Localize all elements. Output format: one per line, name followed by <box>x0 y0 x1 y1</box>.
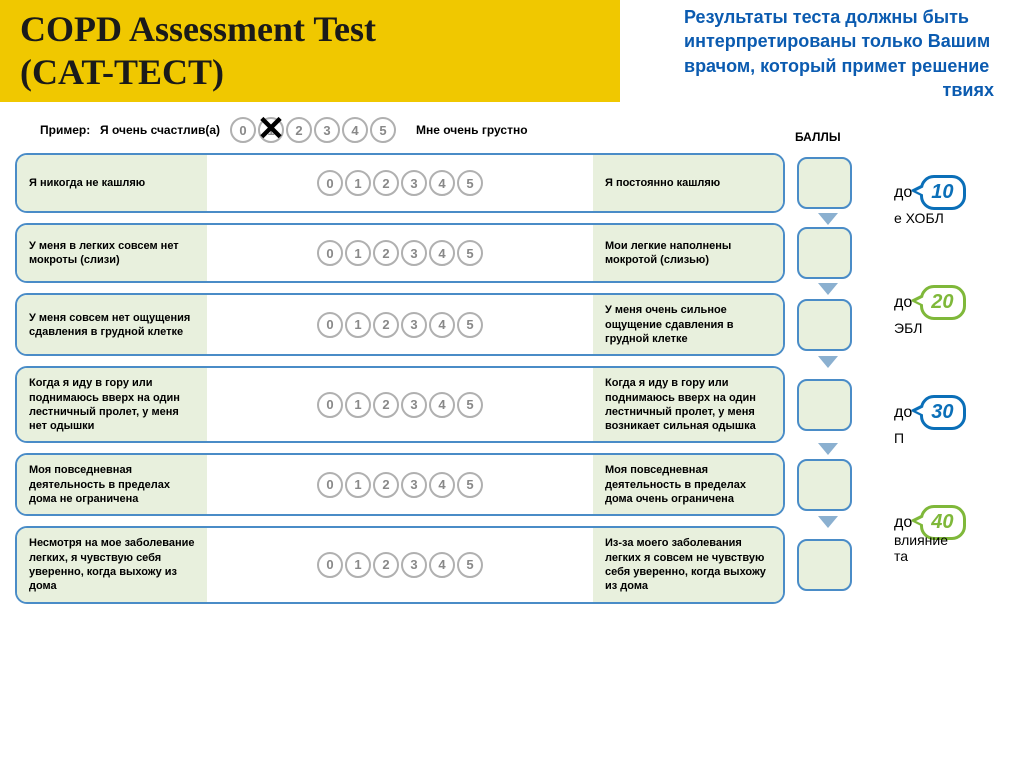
question-scale: 012345 <box>207 455 593 514</box>
scale-option-2[interactable]: 2 <box>373 472 399 498</box>
badge-prefix: до <box>894 294 912 312</box>
badge-caption: П <box>894 430 904 446</box>
scale-option-2[interactable]: 2 <box>373 392 399 418</box>
score-badges: до 10е ХОБЛ до 20ЭБЛ до 30 Пдо40влияние та <box>894 175 1019 615</box>
scale-option-1[interactable]: 1 <box>345 552 371 578</box>
question-row: У меня в легких совсем нет мокроты (слиз… <box>15 223 865 283</box>
badge-caption: ЭБЛ <box>894 320 922 336</box>
interpretation-note: Результаты теста должны быть интерпретир… <box>684 5 1014 102</box>
question-scale: 012345 <box>207 368 593 441</box>
scale-option-2[interactable]: 2 <box>373 240 399 266</box>
scale-option-3[interactable]: 3 <box>314 117 340 143</box>
badge-prefix: до <box>894 184 912 202</box>
scale-option-1[interactable]: 1 <box>345 312 371 338</box>
scale-option-0[interactable]: 0 <box>317 170 343 196</box>
scale-option-2[interactable]: 2 <box>373 312 399 338</box>
badge-prefix: до <box>894 404 912 422</box>
question-left-text: Когда я иду в гору или поднимаюсь вверх … <box>17 368 207 441</box>
question-right-text: Когда я иду в гору или поднимаюсь вверх … <box>593 368 783 441</box>
scale-option-3[interactable]: 3 <box>401 392 427 418</box>
question-right-text: У меня очень сильное ощущение сдавления … <box>593 295 783 354</box>
question-right-text: Из-за моего заболевания легких я совсем … <box>593 528 783 601</box>
scale-option-1[interactable]: 1 <box>345 472 371 498</box>
question-row: Я никогда не кашляю012345Я постоянно каш… <box>15 153 865 213</box>
example-left-text: Я очень счастлив(а) <box>100 123 230 137</box>
question-left-text: Несмотря на мое заболевание легких, я чу… <box>17 528 207 601</box>
scale-option-3[interactable]: 3 <box>401 552 427 578</box>
scale-option-4[interactable]: 4 <box>342 117 368 143</box>
scale-option-3[interactable]: 3 <box>401 312 427 338</box>
question-scale: 012345 <box>207 295 593 354</box>
scale-option-4[interactable]: 4 <box>429 552 455 578</box>
badge-prefix: до <box>894 514 912 532</box>
example-row: Пример: Я очень счастлив(а) 012345 Мне о… <box>40 117 1024 143</box>
title-line2: (CAT-TECT) <box>20 52 224 92</box>
scale-option-2[interactable]: 2 <box>373 552 399 578</box>
question-left-text: Я никогда не кашляю <box>17 155 207 211</box>
scale-option-1[interactable]: 1 <box>345 392 371 418</box>
question-right-text: Мои легкие наполнены мокротой (слизью) <box>593 225 783 281</box>
score-badge: до40влияние та <box>894 505 1019 540</box>
score-box[interactable] <box>797 299 852 351</box>
score-badge: до30П <box>894 395 1019 430</box>
badge-bubble: 10 <box>920 175 966 210</box>
example-label: Пример: <box>40 123 100 137</box>
question-left-text: Моя повседневная деятельность в пределах… <box>17 455 207 514</box>
scale-option-5[interactable]: 5 <box>457 312 483 338</box>
scale-option-1[interactable]: 1 <box>345 170 371 196</box>
badge-bubble: 20 <box>920 285 966 320</box>
scale-option-2[interactable]: 2 <box>373 170 399 196</box>
score-box[interactable] <box>797 539 852 591</box>
scale-option-0[interactable]: 0 <box>230 117 256 143</box>
scale-option-5[interactable]: 5 <box>457 170 483 196</box>
badge-bubble: 30 <box>920 395 966 430</box>
score-badge: до10е ХОБЛ <box>894 175 1019 210</box>
score-box[interactable] <box>797 459 852 511</box>
scale-option-0[interactable]: 0 <box>317 392 343 418</box>
scale-option-5[interactable]: 5 <box>457 472 483 498</box>
question-scale: 012345 <box>207 528 593 601</box>
scale-option-5[interactable]: 5 <box>457 392 483 418</box>
title-line1: COPD Assessment Test <box>20 9 376 49</box>
question-row: Когда я иду в гору или поднимаюсь вверх … <box>15 366 865 443</box>
question-scale: 012345 <box>207 155 593 211</box>
question-right-text: Моя повседневная деятельность в пределах… <box>593 455 783 514</box>
scale-option-3[interactable]: 3 <box>401 170 427 196</box>
scale-option-2[interactable]: 2 <box>286 117 312 143</box>
example-right-text: Мне очень грустно <box>416 123 528 137</box>
scale-option-1[interactable]: 1 <box>345 240 371 266</box>
question-row: Моя повседневная деятельность в пределах… <box>15 453 865 516</box>
question-right-text: Я постоянно кашляю <box>593 155 783 211</box>
scale-option-4[interactable]: 4 <box>429 170 455 196</box>
scale-option-4[interactable]: 4 <box>429 472 455 498</box>
scale-option-0[interactable]: 0 <box>317 240 343 266</box>
title-header: COPD Assessment Test (CAT-TECT) <box>0 0 620 102</box>
scale-option-1[interactable]: 1 <box>258 117 284 143</box>
points-column-header: БАЛЛЫ <box>795 130 841 144</box>
scale-option-0[interactable]: 0 <box>317 552 343 578</box>
scale-option-4[interactable]: 4 <box>429 312 455 338</box>
question-left-text: У меня в легких совсем нет мокроты (слиз… <box>17 225 207 281</box>
scale-option-0[interactable]: 0 <box>317 312 343 338</box>
score-box[interactable] <box>797 157 852 209</box>
question-scale: 012345 <box>207 225 593 281</box>
question-row: Несмотря на мое заболевание легких, я чу… <box>15 526 865 603</box>
question-left-text: У меня совсем нет ощущения сдавления в г… <box>17 295 207 354</box>
scale-option-3[interactable]: 3 <box>401 240 427 266</box>
scale-option-0[interactable]: 0 <box>317 472 343 498</box>
badge-caption: влияние та <box>894 532 948 564</box>
scale-option-4[interactable]: 4 <box>429 240 455 266</box>
example-scale: 012345 <box>230 117 396 143</box>
question-row: У меня совсем нет ощущения сдавления в г… <box>15 293 865 356</box>
scale-option-4[interactable]: 4 <box>429 392 455 418</box>
questions-list: Я никогда не кашляю012345Я постоянно каш… <box>15 153 865 603</box>
score-box[interactable] <box>797 227 852 279</box>
badge-caption: е ХОБЛ <box>894 210 944 226</box>
scale-option-5[interactable]: 5 <box>370 117 396 143</box>
scale-option-3[interactable]: 3 <box>401 472 427 498</box>
scale-option-5[interactable]: 5 <box>457 552 483 578</box>
score-box[interactable] <box>797 379 852 431</box>
scale-option-5[interactable]: 5 <box>457 240 483 266</box>
score-badge: до20ЭБЛ <box>894 285 1019 320</box>
